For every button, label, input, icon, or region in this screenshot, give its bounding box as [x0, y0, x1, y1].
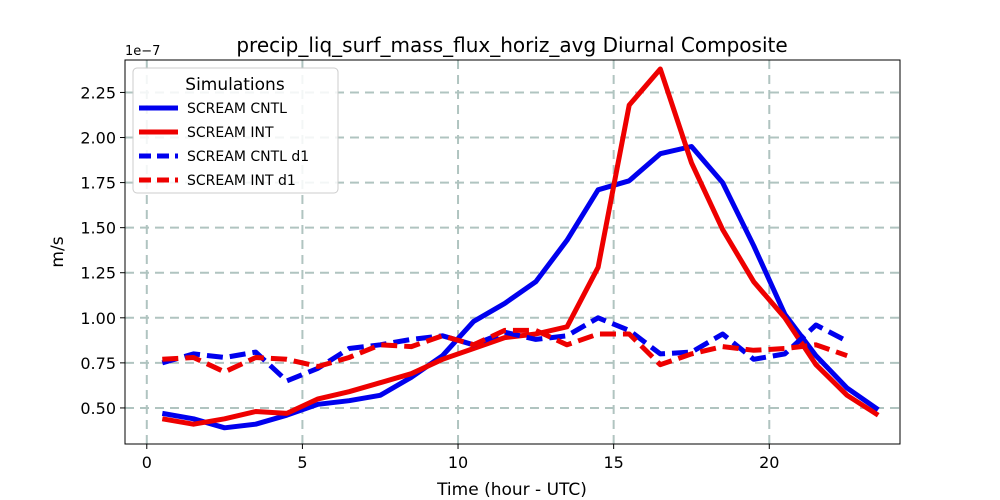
x-tick-label: 5 [297, 453, 307, 472]
y-axis-label: m/s [48, 236, 68, 267]
series-line-3 [161, 315, 849, 384]
x-tick-label: 10 [448, 453, 468, 472]
y-tick-label: 2.25 [80, 83, 116, 102]
y-tick-label: 1.00 [80, 309, 116, 328]
y-tick-label: 1.75 [80, 174, 116, 193]
y-tick-label: 0.75 [80, 354, 116, 373]
plot-lines [161, 66, 880, 431]
x-tick-label: 15 [603, 453, 623, 472]
legend-box [132, 67, 339, 194]
y-tick-label: 1.25 [80, 264, 116, 283]
legend-label: SCREAM INT [187, 125, 274, 141]
y-tick-label: 1.50 [80, 219, 116, 238]
x-tick-label: 0 [142, 453, 152, 472]
legend-label: SCREAM INT d1 [187, 173, 296, 189]
y-tick-label: 0.50 [80, 399, 116, 418]
legend: Simulations SCREAM CNTL SCREAM INT SCREAM … [132, 67, 339, 194]
y-axis: 0.50 0.75 1.00 1.25 1.50 1.75 2.00 2.25 [80, 83, 125, 418]
legend-title: Simulations [185, 75, 285, 95]
series-line-2 [161, 66, 880, 427]
series-line-4 [162, 327, 848, 375]
series-line-1 [161, 144, 880, 431]
legend-label: SCREAM CNTL d1 [187, 149, 309, 165]
grid [125, 60, 900, 444]
legend-label: SCREAM CNTL [187, 101, 287, 117]
y-offset-text: 1e−7 [125, 44, 160, 59]
x-axis-label: Time (hour - UTC) [436, 480, 587, 500]
chart-title: precip_liq_surf_mass_flux_horiz_avg Diur… [236, 33, 787, 57]
x-tick-label: 20 [759, 453, 779, 472]
y-tick-label: 2.00 [80, 129, 116, 148]
plot-frame [124, 59, 901, 445]
x-axis: 0 5 10 15 20 [142, 444, 779, 472]
